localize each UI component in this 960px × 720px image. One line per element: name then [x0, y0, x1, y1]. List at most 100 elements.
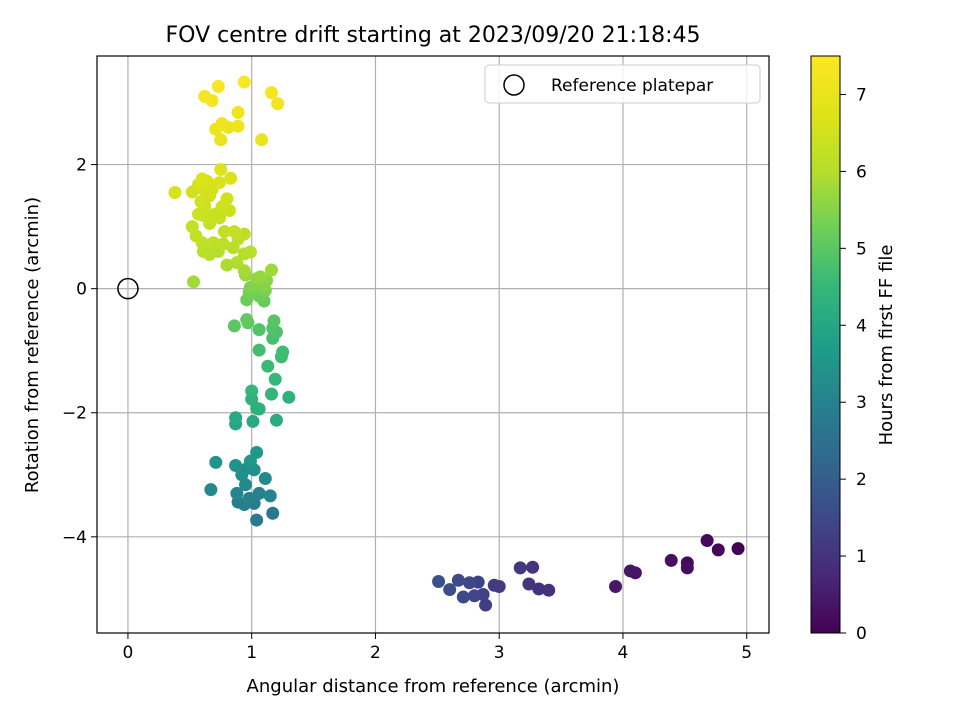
scatter-point — [220, 192, 234, 206]
scatter-point — [623, 564, 637, 578]
scatter-point — [271, 97, 285, 111]
scatter-point — [664, 553, 678, 567]
scatter-point — [185, 220, 199, 234]
scatter-point — [253, 270, 267, 284]
scatter-point — [198, 89, 212, 103]
scatter-point — [269, 413, 283, 427]
scatter-point — [432, 575, 446, 589]
scatter-point — [467, 589, 481, 603]
legend-marker — [503, 74, 525, 96]
colorbar-tick-label: 1 — [856, 547, 867, 567]
y-tick-label: −4 — [62, 528, 87, 548]
legend: Reference platepar — [484, 64, 761, 104]
scatter-point — [479, 598, 493, 612]
scatter-point — [451, 573, 465, 587]
scatter-point — [216, 237, 230, 251]
scatter-point — [268, 372, 282, 386]
y-tick-label: 2 — [76, 156, 87, 176]
scatter-point — [513, 561, 527, 575]
plot-area — [97, 56, 769, 633]
scatter-point — [266, 506, 280, 520]
scatter-point — [211, 79, 225, 93]
colorbar-ticks: 0 1 2 3 4 5 6 7 — [840, 85, 867, 644]
x-axis-label: Angular distance from reference (arcmin) — [247, 676, 620, 697]
colorbar-tick-label: 5 — [856, 239, 867, 259]
scatter-point — [680, 561, 694, 575]
scatter-point — [252, 343, 266, 357]
scatter-point — [252, 323, 266, 337]
scatter-point — [542, 583, 556, 597]
scatter-point — [250, 513, 264, 527]
scatter-point — [229, 411, 243, 425]
x-tick-label: 4 — [618, 643, 629, 663]
scatter-point — [487, 578, 501, 592]
scatter-point — [227, 225, 241, 239]
legend-box — [484, 64, 761, 104]
scatter-point — [230, 486, 244, 500]
scatter-point — [258, 472, 272, 486]
y-tick-label: 0 — [76, 280, 87, 300]
reference-marker — [117, 277, 139, 300]
scatter-point — [255, 133, 269, 147]
scatter-point — [245, 384, 259, 398]
grid-lines — [97, 56, 769, 633]
scatter-point — [195, 172, 209, 186]
scatter-point — [522, 577, 536, 591]
colorbar-label: Hours from first FF file — [876, 245, 897, 446]
colorbar-tick-label: 7 — [856, 85, 867, 105]
scatter-point — [276, 345, 290, 359]
scatter-point — [526, 560, 540, 574]
scatter-point — [711, 543, 725, 557]
scatter-point — [229, 458, 243, 472]
scatter-point — [261, 359, 275, 373]
scatter-points — [168, 75, 745, 612]
legend-label: Reference platepar — [551, 76, 713, 96]
scatter-point — [264, 86, 278, 100]
scatter-point — [227, 319, 241, 333]
scatter-point — [240, 313, 254, 327]
colorbar-tick-label: 0 — [856, 624, 867, 644]
scatter-point — [250, 445, 264, 459]
x-axis-ticks: 0 1 2 3 4 5 — [123, 633, 752, 663]
x-tick-label: 3 — [494, 643, 505, 663]
scatter-point — [215, 117, 229, 131]
scatter-point — [220, 258, 234, 272]
scatter-point — [252, 402, 266, 416]
x-tick-label: 1 — [246, 643, 257, 663]
scatter-point — [231, 119, 245, 133]
colorbar — [811, 56, 840, 633]
scatter-point — [609, 579, 623, 593]
scatter-point — [187, 275, 201, 289]
scatter-point — [264, 387, 278, 401]
scatter-point — [267, 314, 281, 328]
scatter-point — [209, 455, 223, 469]
colorbar-tick-label: 6 — [856, 162, 867, 182]
scatter-point — [237, 75, 251, 89]
scatter-point — [237, 227, 251, 241]
scatter-point — [230, 256, 244, 270]
colorbar-tick-label: 4 — [856, 316, 867, 336]
scatter-point — [206, 236, 220, 250]
y-axis-label: Rotation from reference (arcmin) — [22, 197, 43, 493]
scatter-point — [204, 483, 218, 497]
colorbar-tick-label: 2 — [856, 470, 867, 490]
scatter-point — [243, 245, 257, 259]
scatter-point — [217, 225, 231, 239]
colorbar-frame — [810, 55, 841, 634]
scatter-point — [246, 414, 260, 428]
scatter-point — [214, 163, 228, 177]
x-tick-label: 2 — [370, 643, 381, 663]
scatter-point — [231, 105, 245, 119]
scatter-point — [252, 486, 266, 500]
scatter-point — [242, 491, 256, 505]
plot-frame — [96, 55, 770, 634]
scatter-point — [443, 583, 457, 597]
scatter-point — [239, 478, 253, 492]
y-axis-ticks: −4 −2 0 2 — [62, 156, 97, 548]
scatter-point — [224, 171, 238, 185]
scatter-point — [168, 185, 182, 199]
scatter-point — [463, 576, 477, 590]
x-tick-label: 5 — [741, 643, 752, 663]
chart-title: FOV centre drift starting at 2023/09/20 … — [166, 23, 701, 48]
